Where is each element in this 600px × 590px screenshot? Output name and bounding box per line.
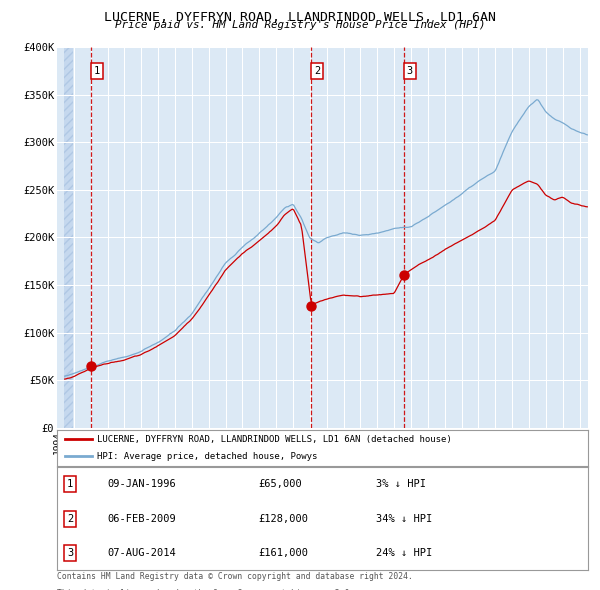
Text: Contains HM Land Registry data © Crown copyright and database right 2024.: Contains HM Land Registry data © Crown c… bbox=[57, 572, 413, 581]
Text: 1: 1 bbox=[67, 480, 73, 489]
Text: £65,000: £65,000 bbox=[259, 480, 302, 489]
Text: 3: 3 bbox=[67, 548, 73, 558]
Text: 34% ↓ HPI: 34% ↓ HPI bbox=[376, 514, 432, 523]
Text: LUCERNE, DYFFRYN ROAD, LLANDRINDOD WELLS, LD1 6AN: LUCERNE, DYFFRYN ROAD, LLANDRINDOD WELLS… bbox=[104, 11, 496, 24]
Text: 09-JAN-1996: 09-JAN-1996 bbox=[107, 480, 176, 489]
Text: 3% ↓ HPI: 3% ↓ HPI bbox=[376, 480, 425, 489]
Text: Price paid vs. HM Land Registry's House Price Index (HPI): Price paid vs. HM Land Registry's House … bbox=[115, 20, 485, 30]
Text: 1: 1 bbox=[94, 66, 100, 76]
Text: £128,000: £128,000 bbox=[259, 514, 309, 523]
Text: 24% ↓ HPI: 24% ↓ HPI bbox=[376, 548, 432, 558]
Text: 2: 2 bbox=[314, 66, 320, 76]
Text: 06-FEB-2009: 06-FEB-2009 bbox=[107, 514, 176, 523]
Text: 3: 3 bbox=[407, 66, 413, 76]
Text: LUCERNE, DYFFRYN ROAD, LLANDRINDOD WELLS, LD1 6AN (detached house): LUCERNE, DYFFRYN ROAD, LLANDRINDOD WELLS… bbox=[97, 435, 452, 444]
Text: £161,000: £161,000 bbox=[259, 548, 309, 558]
Text: This data is licensed under the Open Government Licence v3.0.: This data is licensed under the Open Gov… bbox=[57, 589, 355, 590]
Text: 07-AUG-2014: 07-AUG-2014 bbox=[107, 548, 176, 558]
Text: 2: 2 bbox=[67, 514, 73, 523]
Text: HPI: Average price, detached house, Powys: HPI: Average price, detached house, Powy… bbox=[97, 452, 317, 461]
